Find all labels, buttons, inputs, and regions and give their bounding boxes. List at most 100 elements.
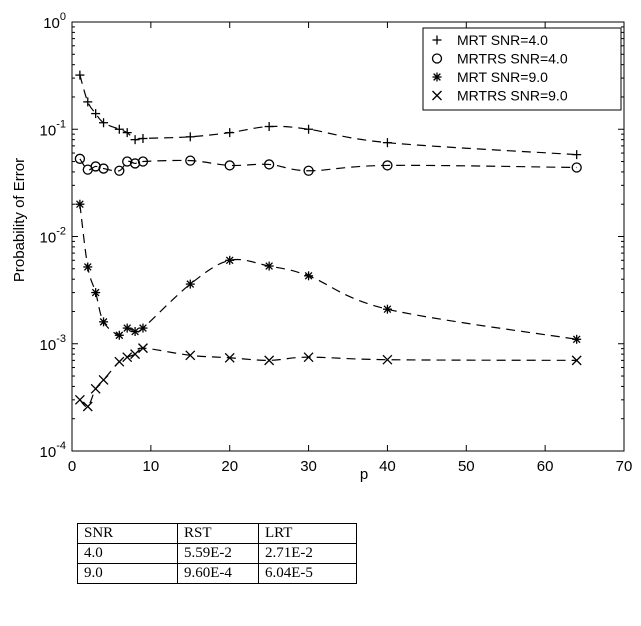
legend-marker-asterisk bbox=[432, 72, 442, 82]
data-point-circle bbox=[263, 159, 275, 170]
circle-mark bbox=[122, 156, 133, 167]
data-point-plus bbox=[225, 128, 235, 138]
data-point-asterisk bbox=[130, 327, 140, 337]
data-point-x bbox=[82, 401, 93, 412]
x-mark-b bbox=[432, 90, 442, 101]
table-header-row: SNR RST LRT bbox=[77, 523, 357, 544]
data-point-circle bbox=[98, 163, 109, 174]
x-tick-label: 60 bbox=[537, 458, 554, 475]
series-line-3 bbox=[79, 204, 577, 340]
legend-label: MRT SNR=4.0 bbox=[457, 32, 548, 48]
series-line-4 bbox=[79, 347, 577, 408]
circle-mark bbox=[74, 153, 86, 164]
data-point-plus bbox=[75, 70, 85, 80]
data-point-x bbox=[303, 352, 314, 363]
table-cell: 4.0 bbox=[77, 543, 178, 564]
data-point-circle bbox=[571, 162, 582, 173]
circle-mark bbox=[571, 162, 582, 173]
data-point-x bbox=[571, 355, 582, 366]
data-point-asterisk bbox=[304, 271, 314, 281]
data-point-plus bbox=[83, 97, 93, 107]
data-point-asterisk bbox=[122, 323, 132, 333]
data-point-x bbox=[122, 352, 133, 363]
x-mark-b bbox=[382, 354, 393, 365]
data-point-plus bbox=[304, 124, 314, 134]
y-tick-label: 10-2 bbox=[40, 226, 66, 247]
circle-mark bbox=[382, 160, 393, 171]
data-point-x bbox=[264, 355, 275, 366]
x-tick-label: 20 bbox=[221, 458, 238, 475]
circle-mark bbox=[90, 161, 101, 172]
data-point-plus bbox=[138, 133, 148, 143]
legend-box bbox=[422, 27, 622, 111]
data-point-circle bbox=[224, 160, 235, 171]
table-header-cell: SNR bbox=[77, 523, 178, 544]
data-point-asterisk bbox=[91, 288, 101, 298]
legend-marker-plus bbox=[432, 35, 442, 45]
asterisk-mark-b bbox=[99, 318, 108, 326]
data-point-plus bbox=[185, 132, 195, 142]
data-point-circle bbox=[90, 161, 101, 172]
data-point-plus bbox=[99, 118, 109, 128]
data-point-x bbox=[98, 374, 109, 385]
x-mark-b bbox=[114, 356, 125, 367]
data-point-asterisk bbox=[114, 330, 124, 340]
circle-mark bbox=[185, 155, 196, 166]
circle-mark bbox=[129, 158, 141, 169]
circle-mark bbox=[263, 159, 275, 170]
data-point-x bbox=[74, 394, 85, 405]
asterisk-mark-b bbox=[433, 73, 441, 81]
y-axis-label: Probability of Error bbox=[11, 158, 28, 282]
data-point-circle bbox=[122, 156, 133, 167]
y-tick-label: 10-1 bbox=[40, 118, 66, 139]
x-mark-b bbox=[122, 352, 133, 363]
data-point-circle bbox=[137, 156, 149, 167]
asterisk-mark-b bbox=[383, 305, 392, 314]
data-point-x bbox=[382, 354, 393, 365]
x-mark-b bbox=[264, 355, 275, 366]
asterisk-mark-b bbox=[83, 263, 92, 271]
x-mark-b bbox=[224, 352, 235, 363]
table-header-cell: RST bbox=[177, 523, 259, 544]
x-mark-b bbox=[138, 343, 148, 354]
data-point-asterisk bbox=[572, 334, 582, 344]
legend-label: MRTRS SNR=9.0 bbox=[457, 88, 568, 104]
table-cell: 2.71E-2 bbox=[258, 543, 357, 564]
x-tick-label: 10 bbox=[143, 458, 160, 475]
series-line-2 bbox=[79, 158, 577, 172]
table-cell: 9.0 bbox=[77, 563, 178, 584]
circle-mark bbox=[98, 163, 109, 174]
data-point-plus bbox=[91, 109, 101, 119]
x-mark-b bbox=[82, 401, 93, 412]
data-point-x bbox=[130, 349, 141, 360]
table-row: 4.0 5.59E-2 2.71E-2 bbox=[77, 543, 357, 564]
asterisk-mark-b bbox=[225, 256, 234, 265]
data-point-plus bbox=[264, 122, 274, 132]
data-point-asterisk bbox=[138, 323, 148, 333]
data-point-x bbox=[185, 350, 196, 361]
table-cell: 9.60E-4 bbox=[177, 563, 259, 584]
data-point-asterisk bbox=[99, 317, 109, 327]
data-point-plus bbox=[122, 128, 132, 138]
asterisk-mark-b bbox=[123, 324, 132, 332]
x-mark-b bbox=[303, 352, 314, 363]
x-mark-b bbox=[571, 355, 582, 366]
circle-mark bbox=[224, 160, 235, 171]
asterisk-mark-b bbox=[186, 280, 195, 288]
data-point-plus bbox=[114, 124, 124, 134]
x-mark-b bbox=[90, 383, 101, 394]
legend-marker-circle bbox=[431, 53, 443, 64]
x-tick-label: 0 bbox=[68, 458, 76, 475]
asterisk-mark-b bbox=[91, 288, 100, 297]
data-point-asterisk bbox=[264, 261, 274, 271]
table-header-cell: LRT bbox=[258, 523, 357, 544]
y-tick-label: 10-3 bbox=[40, 333, 66, 354]
legend-marker-x bbox=[432, 90, 442, 101]
plot-area: 0 10 20 30 40 50 60 70 10-4 10-3 10-2 10-1 100 bbox=[40, 11, 633, 475]
data-point-circle bbox=[129, 158, 141, 169]
table-cell: 6.04E-5 bbox=[258, 563, 357, 584]
circle-mark bbox=[137, 156, 149, 167]
table-row: 9.0 9.60E-4 6.04E-5 bbox=[77, 563, 357, 584]
error-probability-chart: 0 10 20 30 40 50 60 70 10-4 10-3 10-2 10-1 100 p Pro… bbox=[11, 11, 633, 483]
asterisk-mark-b bbox=[265, 262, 273, 270]
